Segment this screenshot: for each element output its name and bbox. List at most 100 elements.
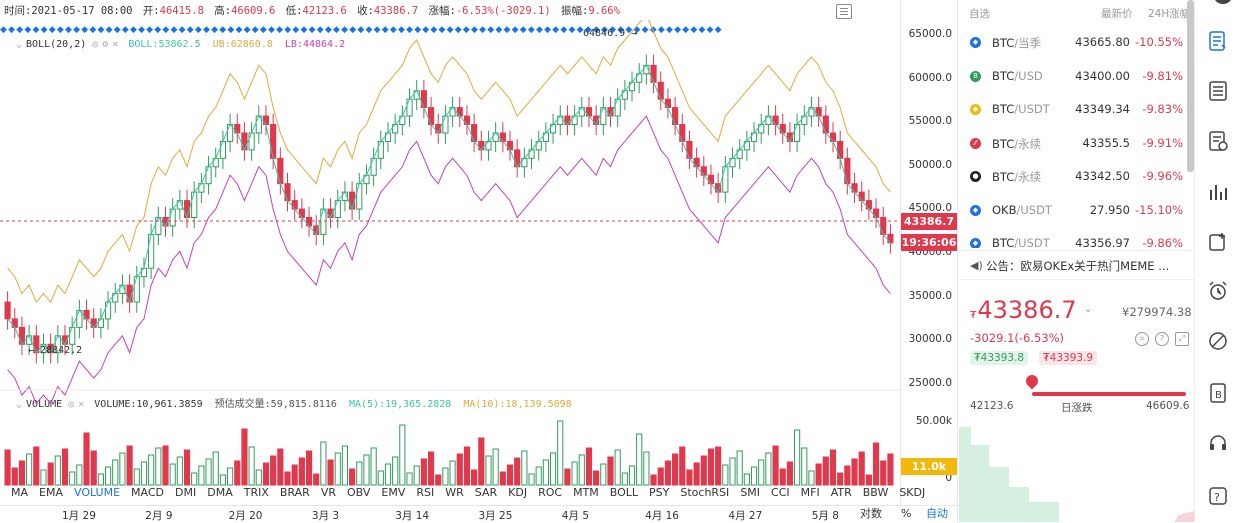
chevron-down-icon[interactable]: ⌄ <box>1084 304 1093 315</box>
price-column-header[interactable]: 最新价 <box>1101 8 1133 20</box>
volume-bar <box>672 453 679 486</box>
pair-price: 43342.50 <box>1075 169 1130 183</box>
calendar-icon[interactable] <box>836 4 852 19</box>
boll-upper-band <box>7 20 891 303</box>
indicator-tab[interactable]: BBW <box>862 486 889 499</box>
indicator-tab[interactable]: MFI <box>800 486 820 499</box>
volume-bar <box>40 469 47 486</box>
eye-icon[interactable]: ◎ <box>92 39 99 50</box>
indicator-tab[interactable]: MA <box>11 486 29 499</box>
indicator-tab[interactable]: OBV <box>347 486 371 499</box>
kline-chart-panel[interactable]: 时间:2021-05-17 08:00 开:46415.8 高:46609.6 … <box>0 0 958 522</box>
indicator-tab[interactable]: CCI <box>771 486 790 499</box>
change-column-header[interactable]: 24H涨幅 <box>1148 8 1191 20</box>
bid-price-pill[interactable]: ₮43393.8 <box>970 351 1029 365</box>
indicator-tab[interactable]: KDJ <box>508 486 528 499</box>
bar-chart-icon[interactable] <box>1207 180 1229 202</box>
indicator-tab[interactable]: DMI <box>175 486 197 499</box>
indicator-tab[interactable]: EMA <box>39 486 63 499</box>
close-icon[interactable]: ✕ <box>78 399 85 410</box>
calculator-icon[interactable]: ⌗ <box>1135 332 1149 346</box>
watchlist-row[interactable]: ◆ BTC/USDT 43356.97 -9.86% <box>959 227 1187 248</box>
help-icon[interactable]: ? <box>1207 485 1229 507</box>
price-axis-tick: 45000.0 <box>908 202 952 215</box>
watchlist-scrollbar[interactable] <box>1187 0 1194 172</box>
watchlist-icon[interactable] <box>1207 30 1229 52</box>
document-icon[interactable]: B <box>1207 382 1229 404</box>
candle-body <box>241 132 248 151</box>
candlestick-chart-svg[interactable]: 64846.9 → ← 28842.2 <box>0 20 900 505</box>
indicator-tab[interactable]: ROC <box>538 486 563 499</box>
volume-bar <box>786 461 794 486</box>
indicator-tab[interactable]: SAR <box>474 486 498 499</box>
event-marker-row[interactable]: ◆◆◆◆◆◆◆◆◆◆◆◆◆◆◆◆◆◆◆◆◆◆◆◆◆◆◆◆◆◆◆◆◆◆◆◆◆◆◆◆… <box>0 25 723 35</box>
add-window-icon[interactable] <box>1207 230 1229 252</box>
close-icon[interactable]: ✕ <box>112 39 119 50</box>
close-label: 收: <box>357 5 374 17</box>
collapse-icon[interactable]: ⌄ <box>16 39 23 50</box>
watchlist-row[interactable]: ◆ BTC/当季 43665.80 -10.55% <box>959 26 1187 60</box>
time-axis-label: 4月 16 <box>645 510 679 522</box>
indicator-tab[interactable]: BOLL <box>609 486 639 499</box>
candle-body <box>679 124 686 142</box>
indicator-tab[interactable]: ATR <box>830 486 852 499</box>
watchlist-header: 自选 最新价 24H涨幅 <box>959 0 1194 26</box>
watchlist-tab[interactable]: 自选 <box>969 8 990 20</box>
candle-body <box>542 132 549 142</box>
indicator-tab[interactable]: SKDJ <box>899 486 926 499</box>
order-history-icon[interactable] <box>1207 130 1229 152</box>
settings-icon[interactable]: ⚙ <box>102 39 109 50</box>
help-icon[interactable]: ? <box>1155 332 1169 346</box>
announcement-bar[interactable]: ◀) 公告：欧易OKEx关于热门MEME ... <box>959 250 1194 280</box>
auto-scale-toggle[interactable]: 自动 <box>926 507 948 520</box>
depth-chart[interactable] <box>959 427 1194 522</box>
volume-bar <box>643 451 650 486</box>
indicator-tab[interactable]: SMI <box>740 486 761 499</box>
volume-bar <box>119 452 126 486</box>
indicator-tab[interactable]: VOLUME <box>73 486 121 499</box>
indicator-tab[interactable]: WR <box>445 486 464 499</box>
indicator-tab[interactable]: StochRSI <box>680 486 730 499</box>
indicator-tab[interactable]: MACD <box>131 486 165 499</box>
svg-text:B: B <box>1215 390 1222 401</box>
indicator-tab[interactable]: MTM <box>573 486 599 499</box>
candle-body <box>750 132 758 142</box>
candle-body <box>270 124 277 159</box>
indicator-tab[interactable]: TRIX <box>243 486 269 499</box>
drawing-tool-icon[interactable] <box>1207 330 1229 352</box>
volume-bar <box>313 473 320 486</box>
watchlist-row[interactable]: ◆ BTC/USDT 43349.34 -9.83% <box>959 93 1187 127</box>
alarm-clock-icon[interactable] <box>1207 280 1229 302</box>
expand-icon[interactable]: ⤢ <box>1175 332 1189 346</box>
indicator-tab[interactable]: BRAR <box>279 486 310 499</box>
eye-icon[interactable]: ◎ <box>68 399 75 410</box>
orderbook-icon[interactable] <box>1207 80 1229 102</box>
headset-icon[interactable] <box>1207 432 1229 454</box>
indicator-tab[interactable]: VR <box>320 486 336 499</box>
volume-bar <box>399 424 406 486</box>
indicator-tab[interactable]: DMA <box>207 486 233 499</box>
pair-price: 43356.97 <box>1075 236 1130 248</box>
avatar[interactable] <box>1213 0 1233 4</box>
collapse-icon[interactable]: ⌄ <box>16 399 23 410</box>
indicator-tab[interactable]: PSY <box>649 486 670 499</box>
watchlist-row[interactable]: B BTC/USD 43400.00 -9.81% <box>959 60 1187 94</box>
last-price-value: 43386.7 <box>977 296 1077 324</box>
time-axis[interactable]: 1月 29 2月 9 2月 20 3月 3 3月 14 3月 25 4月 5 4月 16 4月 … <box>0 505 958 522</box>
price-axis[interactable]: 65000.0 60000.0 55000.0 50000.0 45000.0 40000… <box>900 0 958 505</box>
day-high: 46609.6 <box>1146 400 1190 412</box>
volume-ma10: MA(10):18,139.5098 <box>463 399 572 410</box>
indicator-tab[interactable]: RSI <box>416 486 435 499</box>
volume-bar <box>686 469 693 486</box>
watchlist-row[interactable]: ◆ OKB/USDT 27.950 -15.10% <box>959 194 1187 228</box>
percent-scale-toggle[interactable]: % <box>901 507 912 520</box>
ask-price-pill[interactable]: ₮43393.9 <box>1039 351 1098 365</box>
watchlist-row[interactable]: ● BTC/永续 43342.50 -9.96% <box>959 160 1187 194</box>
watchlist-row[interactable]: ⁄⁄ BTC/永续 43355.5 -9.91% <box>959 127 1187 161</box>
indicator-tab[interactable]: EMV <box>381 486 406 499</box>
candle-body <box>657 81 664 100</box>
volume-bar <box>485 455 492 486</box>
ticker-tools: ⌗ ? ⤢ <box>1135 332 1191 348</box>
log-scale-toggle[interactable]: 对数 <box>860 507 882 520</box>
time-axis-label: 2月 9 <box>145 510 173 522</box>
